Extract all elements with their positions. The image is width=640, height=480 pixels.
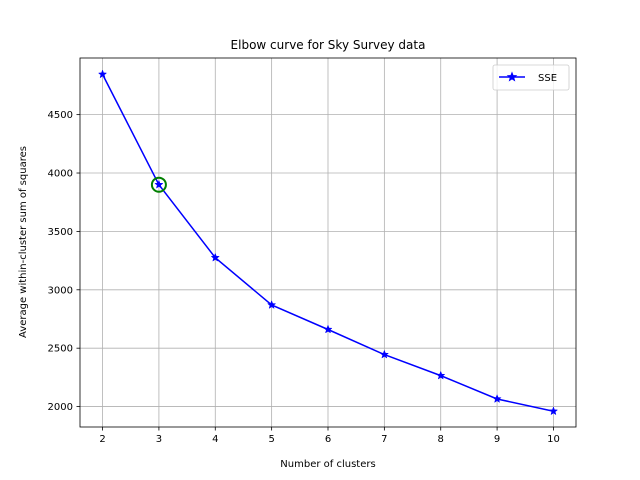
x-tick-label: 2 — [99, 434, 105, 445]
data-point-star — [323, 324, 333, 334]
data-point-star — [436, 370, 446, 380]
data-point-star — [379, 349, 390, 359]
chart-title: Elbow curve for Sky Survey data — [231, 38, 426, 52]
data-point-star — [154, 179, 164, 189]
y-tick-label: 2500 — [48, 344, 73, 355]
y-tick-label: 2000 — [48, 402, 73, 413]
x-tick-label: 6 — [325, 434, 331, 445]
x-tick-label: 9 — [494, 434, 500, 445]
x-tick-label: 7 — [381, 434, 387, 445]
legend-label: SSE — [538, 73, 557, 84]
x-tick-label: 8 — [438, 434, 444, 445]
legend: SSE — [492, 64, 570, 91]
legend-box — [492, 64, 570, 91]
data-point-star — [97, 69, 108, 79]
y-tick-label: 4500 — [48, 110, 73, 121]
y-axis-label: Average within-cluster sum of squares — [18, 146, 29, 338]
x-tick-label: 5 — [268, 434, 274, 445]
x-axis-label: Number of clusters — [280, 459, 375, 470]
x-tick-label: 10 — [547, 434, 560, 445]
y-tick-label: 4000 — [48, 169, 73, 180]
ticks: 2 3 4 5 6 7 8 9 10 2000 2500 3000 3500 4000 4500 — [48, 110, 560, 445]
legend-marker — [506, 71, 518, 82]
data-point-star — [266, 300, 277, 309]
series-group — [97, 69, 559, 416]
data-point-star — [492, 394, 502, 403]
y-tick-label: 3000 — [48, 285, 73, 296]
x-tick-label: 4 — [212, 434, 218, 445]
y-tick-label: 3500 — [48, 227, 73, 238]
data-point-star — [210, 252, 220, 262]
grid-lines — [80, 58, 576, 427]
x-tick-label: 3 — [156, 434, 162, 445]
elbow-highlight-circle — [150, 176, 167, 193]
data-point-star — [548, 406, 559, 416]
